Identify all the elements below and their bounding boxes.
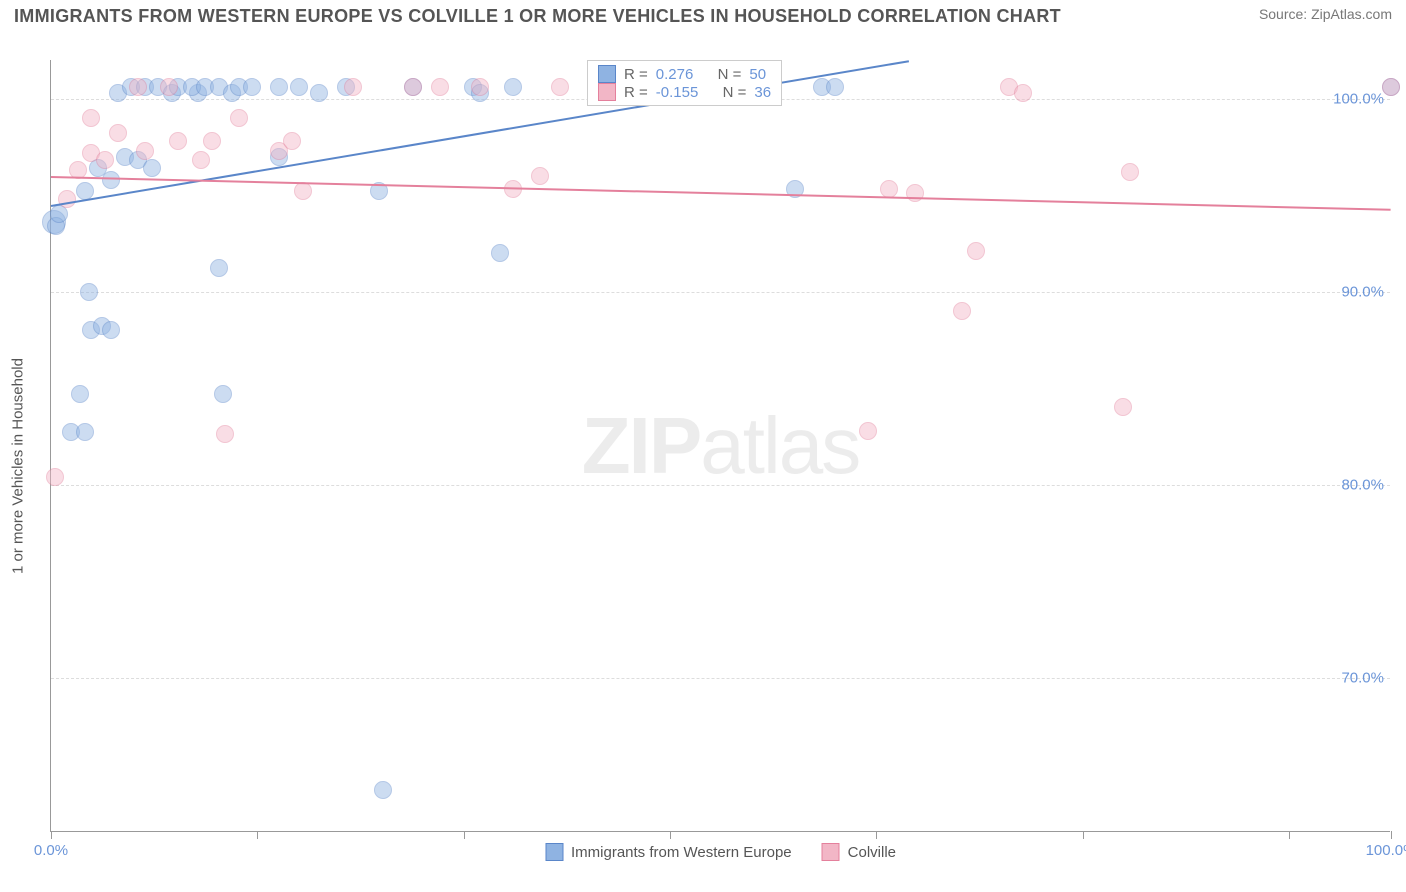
gridline-h: [51, 292, 1390, 293]
scatter-point: [270, 78, 288, 96]
series-legend-item: Colville: [822, 843, 896, 861]
scatter-point: [102, 171, 120, 189]
scatter-point: [80, 283, 98, 301]
trend-line: [51, 176, 1391, 211]
scatter-point: [859, 422, 877, 440]
x-tick: [1289, 831, 1290, 839]
scatter-point: [143, 159, 161, 177]
r-label: R =: [624, 66, 648, 83]
legend-swatch: [545, 843, 563, 861]
legend-swatch: [822, 843, 840, 861]
x-tick-label: 0.0%: [34, 842, 68, 859]
series-legend-label: Immigrants from Western Europe: [571, 844, 792, 861]
x-tick: [464, 831, 465, 839]
gridline-h: [51, 678, 1390, 679]
scatter-point: [169, 132, 187, 150]
chart-area: 1 or more Vehicles in Household ZIPatlas…: [0, 40, 1406, 892]
scatter-point: [431, 78, 449, 96]
scatter-point: [129, 78, 147, 96]
scatter-point: [1121, 163, 1139, 181]
scatter-point: [76, 423, 94, 441]
scatter-point: [967, 242, 985, 260]
x-tick: [1083, 831, 1084, 839]
legend-swatch: [598, 83, 616, 101]
stats-legend-row: R = -0.155 N = 36: [598, 83, 771, 101]
scatter-point: [102, 321, 120, 339]
scatter-point: [243, 78, 261, 96]
scatter-point: [491, 244, 509, 262]
scatter-point: [71, 385, 89, 403]
stats-legend-row: R = 0.276 N = 50: [598, 65, 771, 83]
x-tick: [1391, 831, 1392, 839]
chart-source: Source: ZipAtlas.com: [1259, 6, 1392, 22]
scatter-point: [471, 78, 489, 96]
chart-title: IMMIGRANTS FROM WESTERN EUROPE VS COLVIL…: [14, 6, 1061, 27]
x-tick: [51, 831, 52, 839]
x-tick: [670, 831, 671, 839]
x-tick: [876, 831, 877, 839]
n-label: N =: [723, 84, 747, 101]
r-label: R =: [624, 84, 648, 101]
watermark-bold: ZIP: [582, 401, 700, 490]
y-tick-label: 100.0%: [1333, 90, 1384, 107]
scatter-point: [906, 184, 924, 202]
scatter-point: [46, 468, 64, 486]
plot-region: ZIPatlas 70.0%80.0%90.0%100.0%0.0%100.0%…: [50, 60, 1390, 832]
series-legend-label: Colville: [848, 844, 896, 861]
scatter-point: [551, 78, 569, 96]
watermark-light: atlas: [700, 401, 859, 490]
scatter-point: [1014, 84, 1032, 102]
n-label: N =: [718, 66, 742, 83]
scatter-point: [374, 781, 392, 799]
watermark: ZIPatlas: [582, 400, 859, 492]
scatter-point: [344, 78, 362, 96]
scatter-point: [1114, 398, 1132, 416]
y-tick-label: 70.0%: [1341, 669, 1384, 686]
scatter-point: [136, 142, 154, 160]
n-value: 50: [749, 66, 766, 83]
scatter-point: [283, 132, 301, 150]
source-value: ZipAtlas.com: [1311, 6, 1392, 22]
scatter-point: [109, 124, 127, 142]
y-tick-label: 90.0%: [1341, 283, 1384, 300]
stats-legend: R =0.276 N =50R =-0.155 N =36: [587, 60, 782, 106]
legend-swatch: [598, 65, 616, 83]
y-axis-label: 1 or more Vehicles in Household: [10, 358, 27, 574]
scatter-point: [290, 78, 308, 96]
series-legend: Immigrants from Western Europe Colville: [545, 843, 896, 861]
series-legend-item: Immigrants from Western Europe: [545, 843, 792, 861]
scatter-point: [953, 302, 971, 320]
scatter-point: [210, 259, 228, 277]
scatter-point: [230, 109, 248, 127]
x-tick-label: 100.0%: [1366, 842, 1406, 859]
scatter-point: [826, 78, 844, 96]
scatter-point: [531, 167, 549, 185]
scatter-point: [310, 84, 328, 102]
scatter-point: [214, 385, 232, 403]
scatter-point: [50, 205, 68, 223]
scatter-point: [160, 78, 178, 96]
chart-header: IMMIGRANTS FROM WESTERN EUROPE VS COLVIL…: [0, 0, 1406, 33]
scatter-point: [504, 78, 522, 96]
scatter-point: [96, 151, 114, 169]
source-label: Source:: [1259, 6, 1311, 22]
scatter-point: [294, 182, 312, 200]
x-tick: [257, 831, 258, 839]
r-value: -0.155: [656, 84, 699, 101]
scatter-point: [203, 132, 221, 150]
scatter-point: [1382, 78, 1400, 96]
gridline-h: [51, 485, 1390, 486]
scatter-point: [404, 78, 422, 96]
scatter-point: [192, 151, 210, 169]
n-value: 36: [754, 84, 771, 101]
r-value: 0.276: [656, 66, 694, 83]
scatter-point: [82, 109, 100, 127]
scatter-point: [216, 425, 234, 443]
y-tick-label: 80.0%: [1341, 476, 1384, 493]
